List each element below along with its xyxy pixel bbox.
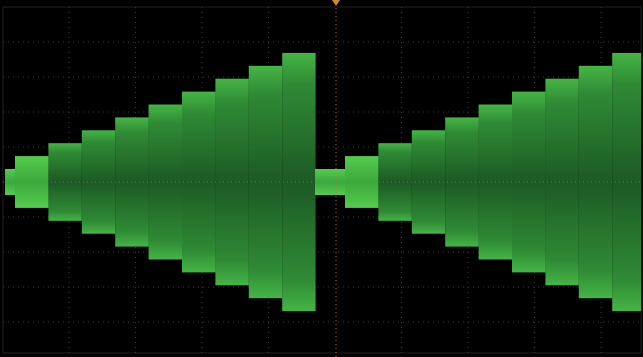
burst-step: [5, 169, 15, 195]
burst-step: [612, 53, 641, 311]
burst-step: [345, 156, 378, 208]
burst-step: [512, 92, 545, 273]
oscilloscope-screen: [0, 0, 643, 357]
burst-step: [149, 105, 182, 260]
burst-step: [249, 66, 282, 298]
burst-step: [82, 130, 115, 233]
burst-step: [545, 79, 578, 286]
burst-step: [412, 130, 445, 233]
burst-step: [445, 117, 478, 246]
burst-step: [48, 143, 81, 221]
page: (() => { const NS = 'http://www.w3.org/2…: [0, 0, 643, 357]
